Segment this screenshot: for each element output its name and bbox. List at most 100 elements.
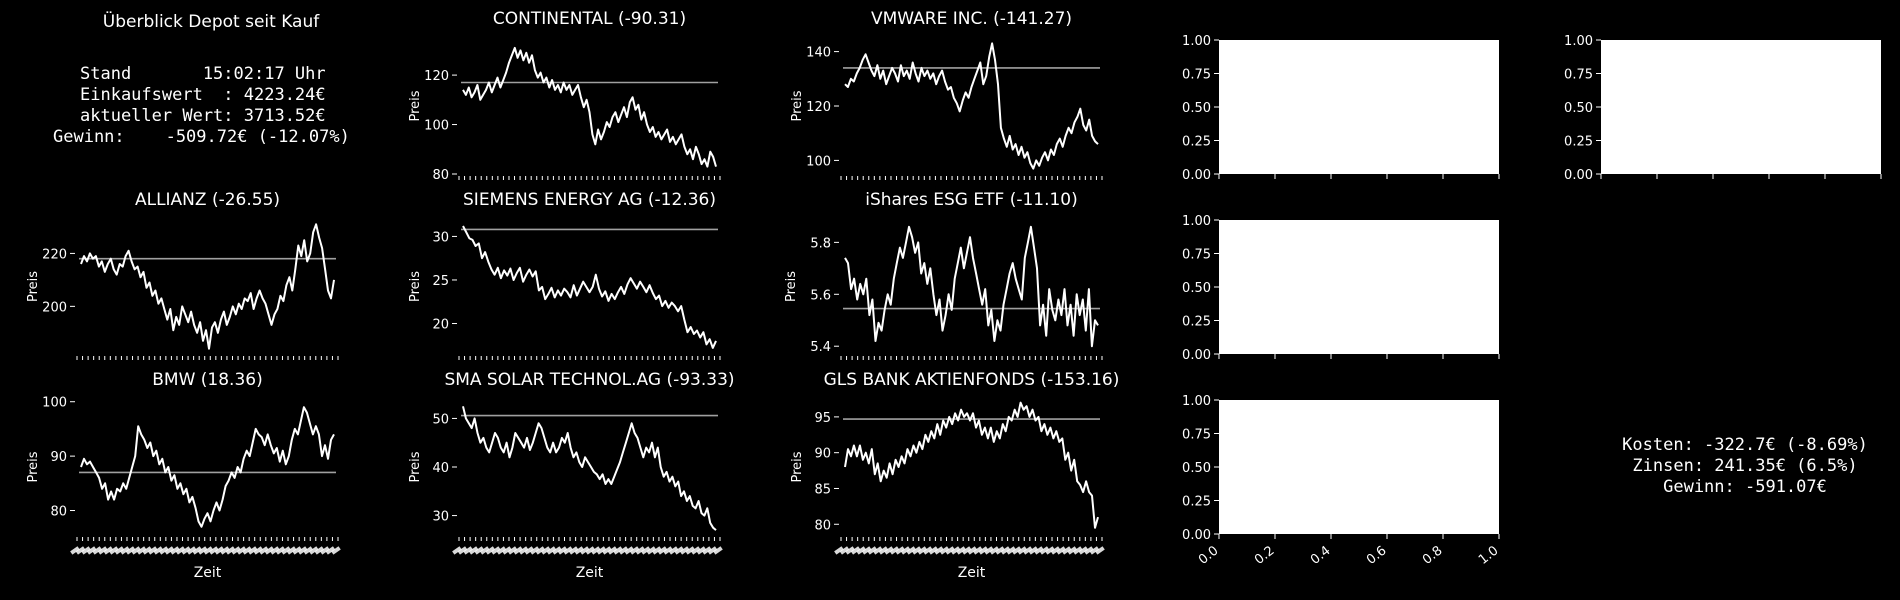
y-tick-label: 0.25 (1564, 135, 1593, 150)
x-tick-label-glyph (702, 546, 712, 555)
x-tick-label-glyph (518, 546, 529, 555)
x-tick-label-glyph (1072, 546, 1083, 555)
x-tick-label-glyph (839, 546, 850, 555)
x-tick-label-glyph (75, 546, 86, 555)
x-tick-label-glyph (872, 546, 883, 555)
x-tick-label-glyph (928, 546, 939, 555)
y-tick-label: 0.00 (1182, 348, 1211, 363)
x-tick-label-glyph (331, 546, 341, 555)
x-tick-label-glyph (845, 546, 855, 555)
y-tick-label: 100 (42, 396, 67, 411)
y-tick-label: 140 (806, 46, 831, 61)
x-tick-label-glyph (490, 546, 501, 555)
x-tick-label-glyph (181, 546, 191, 555)
x-tick-label-glyph (657, 546, 668, 555)
y-tick-label: 0.00 (1182, 528, 1211, 543)
y-tick-label: 0.50 (1182, 281, 1211, 296)
chart-panel-6: BMW (18.36) 80 90 100 Preis Zeit (26, 370, 341, 581)
x-tick-label-glyph (895, 546, 905, 555)
x-tick-label-glyph (640, 546, 651, 555)
x-tick-label-glyph (1011, 546, 1022, 555)
x-axis-label: Zeit (958, 565, 986, 581)
price-line (462, 225, 717, 349)
empty-plot-area (1219, 220, 1499, 354)
x-tick-label-glyph (663, 546, 673, 555)
x-tick-label-glyph (496, 546, 507, 555)
y-tick-label: 0.75 (1564, 68, 1593, 83)
y-tick-label: 0.00 (1564, 168, 1593, 183)
x-tick-label-glyph (618, 546, 629, 555)
x-tick-label-glyph (867, 546, 878, 555)
y-tick-label: 5.8 (810, 236, 831, 251)
x-tick-label-glyph (674, 546, 684, 555)
x-tick-label-glyph (314, 546, 325, 555)
y-tick-label: 220 (42, 247, 67, 262)
x-tick-label-glyph (1017, 546, 1028, 555)
x-tick-label-glyph (308, 546, 319, 555)
y-tick-label: 1.00 (1182, 34, 1211, 49)
chart-panel-4: SIEMENS ENERGY AG (-12.36) 20 25 30 Preis (408, 190, 721, 360)
x-tick-label-glyph (1000, 546, 1011, 555)
x-tick-label-glyph (1045, 546, 1055, 555)
x-tick-label-glyph (956, 546, 966, 555)
chart-title: VMWARE INC. (-141.27) (871, 9, 1072, 29)
x-tick-label-glyph (950, 546, 961, 555)
x-tick-label-glyph (175, 546, 186, 555)
x-tick-label-glyph (1078, 546, 1089, 555)
summary-gewinn: Gewinn: -591.07€ (1663, 477, 1827, 497)
x-tick-label-glyph (635, 546, 646, 555)
x-tick-label-glyph (170, 546, 180, 555)
x-tick-label-glyph (325, 546, 336, 555)
y-tick-label: 0.50 (1564, 101, 1593, 116)
x-tick-label-glyph (934, 546, 944, 555)
y-axis-label: Preis (790, 451, 805, 482)
x-tick-label-glyph (696, 546, 707, 555)
chart-title: ALLIANZ (-26.55) (135, 190, 280, 210)
x-tick-label-glyph (281, 546, 291, 555)
y-axis-label: Preis (784, 271, 799, 302)
x-tick-label-glyph (906, 546, 916, 555)
price-line (462, 406, 717, 531)
x-tick-label-glyph (507, 546, 518, 555)
x-tick-label-glyph (911, 546, 922, 555)
y-tick-label: 0.75 (1182, 68, 1211, 83)
x-tick-label-glyph (574, 546, 584, 555)
x-tick-label-glyph (303, 546, 314, 555)
x-tick-label-glyph (452, 546, 462, 555)
y-tick-label: 0.25 (1182, 135, 1211, 150)
x-tick-label-glyph (967, 546, 978, 555)
y-axis-label: Preis (408, 90, 423, 121)
overview-title: Überblick Depot seit Kauf (102, 12, 320, 32)
y-tick-label: 40 (432, 461, 449, 476)
price-line (844, 401, 1099, 529)
x-tick-label-glyph (153, 546, 164, 555)
x-tick-label-glyph (103, 546, 114, 555)
y-axis-label: Preis (408, 451, 423, 482)
x-tick-label-glyph (690, 546, 701, 555)
chart-title: BMW (18.36) (152, 370, 262, 390)
x-tick-label-glyph (457, 546, 468, 555)
x-tick-label-glyph (468, 546, 479, 555)
x-tick-label-glyph (984, 546, 994, 555)
x-tick-label-glyph (286, 546, 297, 555)
y-tick-label: 50 (432, 412, 449, 427)
chart-panel-10: 0.00 0.25 0.50 0.75 1.00 (1564, 34, 1882, 183)
x-tick-label-glyph (81, 546, 91, 555)
x-tick-label-glyph (158, 546, 169, 555)
y-axis-label: Preis (790, 90, 805, 121)
x-tick-label-glyph (485, 546, 496, 555)
y-tick-label: 5.6 (810, 288, 831, 303)
x-tick-label: 0.8 (1420, 543, 1446, 568)
x-tick-label-glyph (136, 546, 147, 555)
x-tick-label-glyph (197, 546, 208, 555)
x-tick-label-glyph (186, 546, 197, 555)
overview-einkaufswert: Einkaufswert : 4223.24€ (80, 85, 326, 105)
x-tick-label-glyph (540, 546, 551, 555)
x-tick-label-glyph (613, 546, 623, 555)
chart-panel-12: 0.00 0.25 0.50 0.75 1.00 0.0 0.2 0.4 0.6 0.8 1.0 (1182, 394, 1501, 568)
empty-plot-area (1219, 400, 1499, 534)
x-tick-label-glyph (856, 546, 866, 555)
chart-panel-11: 0.00 0.25 0.50 0.75 1.00 (1182, 214, 1500, 363)
y-tick-label: 25 (432, 274, 449, 289)
